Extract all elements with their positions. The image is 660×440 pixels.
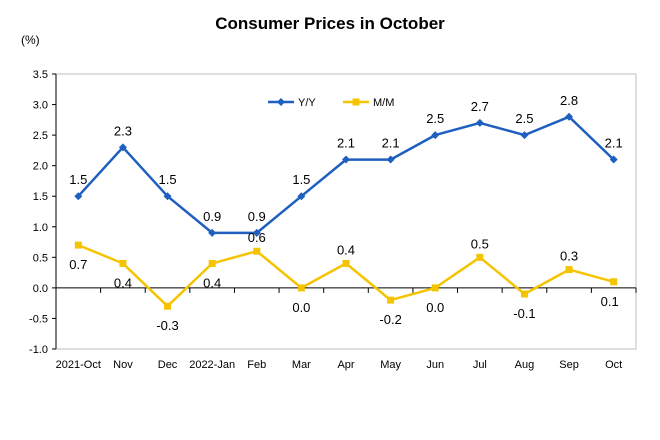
data-label-mm: -0.3 [156, 318, 178, 333]
legend-marker-icon [352, 98, 360, 106]
data-label-mm: 0.7 [69, 257, 87, 272]
data-point-yy [208, 228, 217, 237]
data-point-mm [610, 278, 618, 286]
data-label-mm: 0.4 [337, 242, 355, 257]
y-tick-label: 0.5 [33, 252, 48, 264]
data-point-mm [431, 284, 439, 292]
data-label-mm: 0.4 [203, 275, 221, 290]
data-label-mm: 0.0 [426, 300, 444, 315]
data-label-yy: 1.5 [158, 172, 176, 187]
data-point-mm [253, 247, 261, 255]
y-axis: 3.5 3.0 2.5 2.0 1.5 1.0 0.5 0.0 -0.5 -1.0 [29, 69, 57, 356]
y-tick-label: 0.0 [33, 283, 48, 295]
data-label-yy: 2.8 [560, 93, 578, 108]
data-point-yy [74, 192, 83, 201]
y-tick-label: -1.0 [29, 344, 48, 356]
y-tick-label: 2.5 [33, 130, 48, 142]
x-tick-label: Dec [158, 359, 178, 371]
x-tick-label: Sep [559, 359, 579, 371]
data-point-yy [431, 131, 440, 140]
x-tick-label: Apr [337, 359, 354, 371]
y-axis-unit-label: (%) [21, 33, 40, 47]
data-point-mm [297, 284, 305, 292]
x-tick-label: Oct [605, 359, 622, 371]
x-tick-label: Jul [473, 359, 487, 371]
data-label-yy: 2.5 [426, 111, 444, 126]
data-label-mm: 0.0 [292, 300, 310, 315]
y-tick-label: -0.5 [29, 313, 48, 325]
x-tick-label: Feb [247, 359, 266, 371]
data-point-mm [520, 290, 528, 298]
data-label-yy: 2.1 [605, 136, 623, 151]
data-point-yy [520, 131, 529, 140]
legend: Y/Y M/M [268, 97, 394, 109]
data-label-yy: 2.7 [471, 99, 489, 114]
plot-area-frame [55, 73, 637, 350]
data-label-yy: 2.1 [382, 136, 400, 151]
data-label-mm: -0.2 [379, 312, 401, 327]
chart-title: Consumer Prices in October [215, 14, 445, 33]
data-point-mm [342, 259, 350, 267]
data-point-yy [118, 143, 127, 152]
y-tick-label: 3.5 [33, 69, 48, 81]
data-label-yy: 2.1 [337, 136, 355, 151]
legend-marker-icon [277, 98, 285, 106]
data-point-mm [476, 253, 484, 261]
data-label-mm: 0.5 [471, 236, 489, 251]
data-point-yy [342, 155, 350, 164]
y-tick-label: 1.0 [33, 222, 48, 234]
data-point-mm [387, 296, 395, 304]
data-point-yy [163, 192, 172, 201]
data-label-mm: 0.1 [601, 294, 619, 309]
data-point-yy [386, 155, 395, 164]
data-point-yy [297, 192, 306, 201]
data-label-yy: 0.9 [248, 209, 266, 224]
data-label-mm: -0.1 [513, 306, 535, 321]
data-point-yy [252, 228, 261, 237]
x-tick-label: 2022-Jan [189, 359, 235, 371]
y-tick-label: 1.5 [33, 191, 48, 203]
data-label-mm: 0.4 [114, 275, 132, 290]
data-label-yy: 1.5 [292, 172, 310, 187]
data-label-mm: 0.3 [560, 249, 578, 264]
data-label-yy: 2.5 [515, 111, 533, 126]
data-point-yy [565, 112, 574, 121]
data-label-yy: 2.3 [114, 123, 132, 138]
x-tick-label: Jun [426, 359, 444, 371]
series-group [74, 112, 618, 310]
data-point-mm [164, 302, 172, 310]
x-tick-label: Aug [515, 359, 535, 371]
data-label-yy: 0.9 [203, 209, 221, 224]
x-tick-label: May [380, 359, 401, 371]
data-point-mm [119, 259, 127, 267]
x-tick-label: 2021-Oct [56, 359, 101, 371]
legend-label: Y/Y [298, 97, 316, 109]
data-label-mm: 0.6 [248, 230, 266, 245]
x-tick-label: Nov [113, 359, 133, 371]
data-point-yy [609, 155, 618, 164]
x-axis: 2021-Oct Nov Dec 2022-Jan Feb Mar Apr May Jun Jul… [55, 287, 637, 371]
data-labels: 1.5 2.3 1.5 0.9 0.9 1.5 2.1 2.1 2.5 2.7 2.5 2.8 2.1 0… [69, 93, 622, 333]
data-point-yy [475, 118, 484, 127]
data-point-mm [565, 266, 573, 274]
y-tick-label: 2.0 [33, 161, 48, 173]
legend-label: M/M [373, 97, 394, 109]
data-label-yy: 1.5 [69, 172, 87, 187]
y-tick-label: 3.0 [33, 100, 48, 112]
data-point-mm [74, 241, 82, 249]
data-point-mm [208, 259, 216, 267]
x-tick-label: Mar [292, 359, 311, 371]
